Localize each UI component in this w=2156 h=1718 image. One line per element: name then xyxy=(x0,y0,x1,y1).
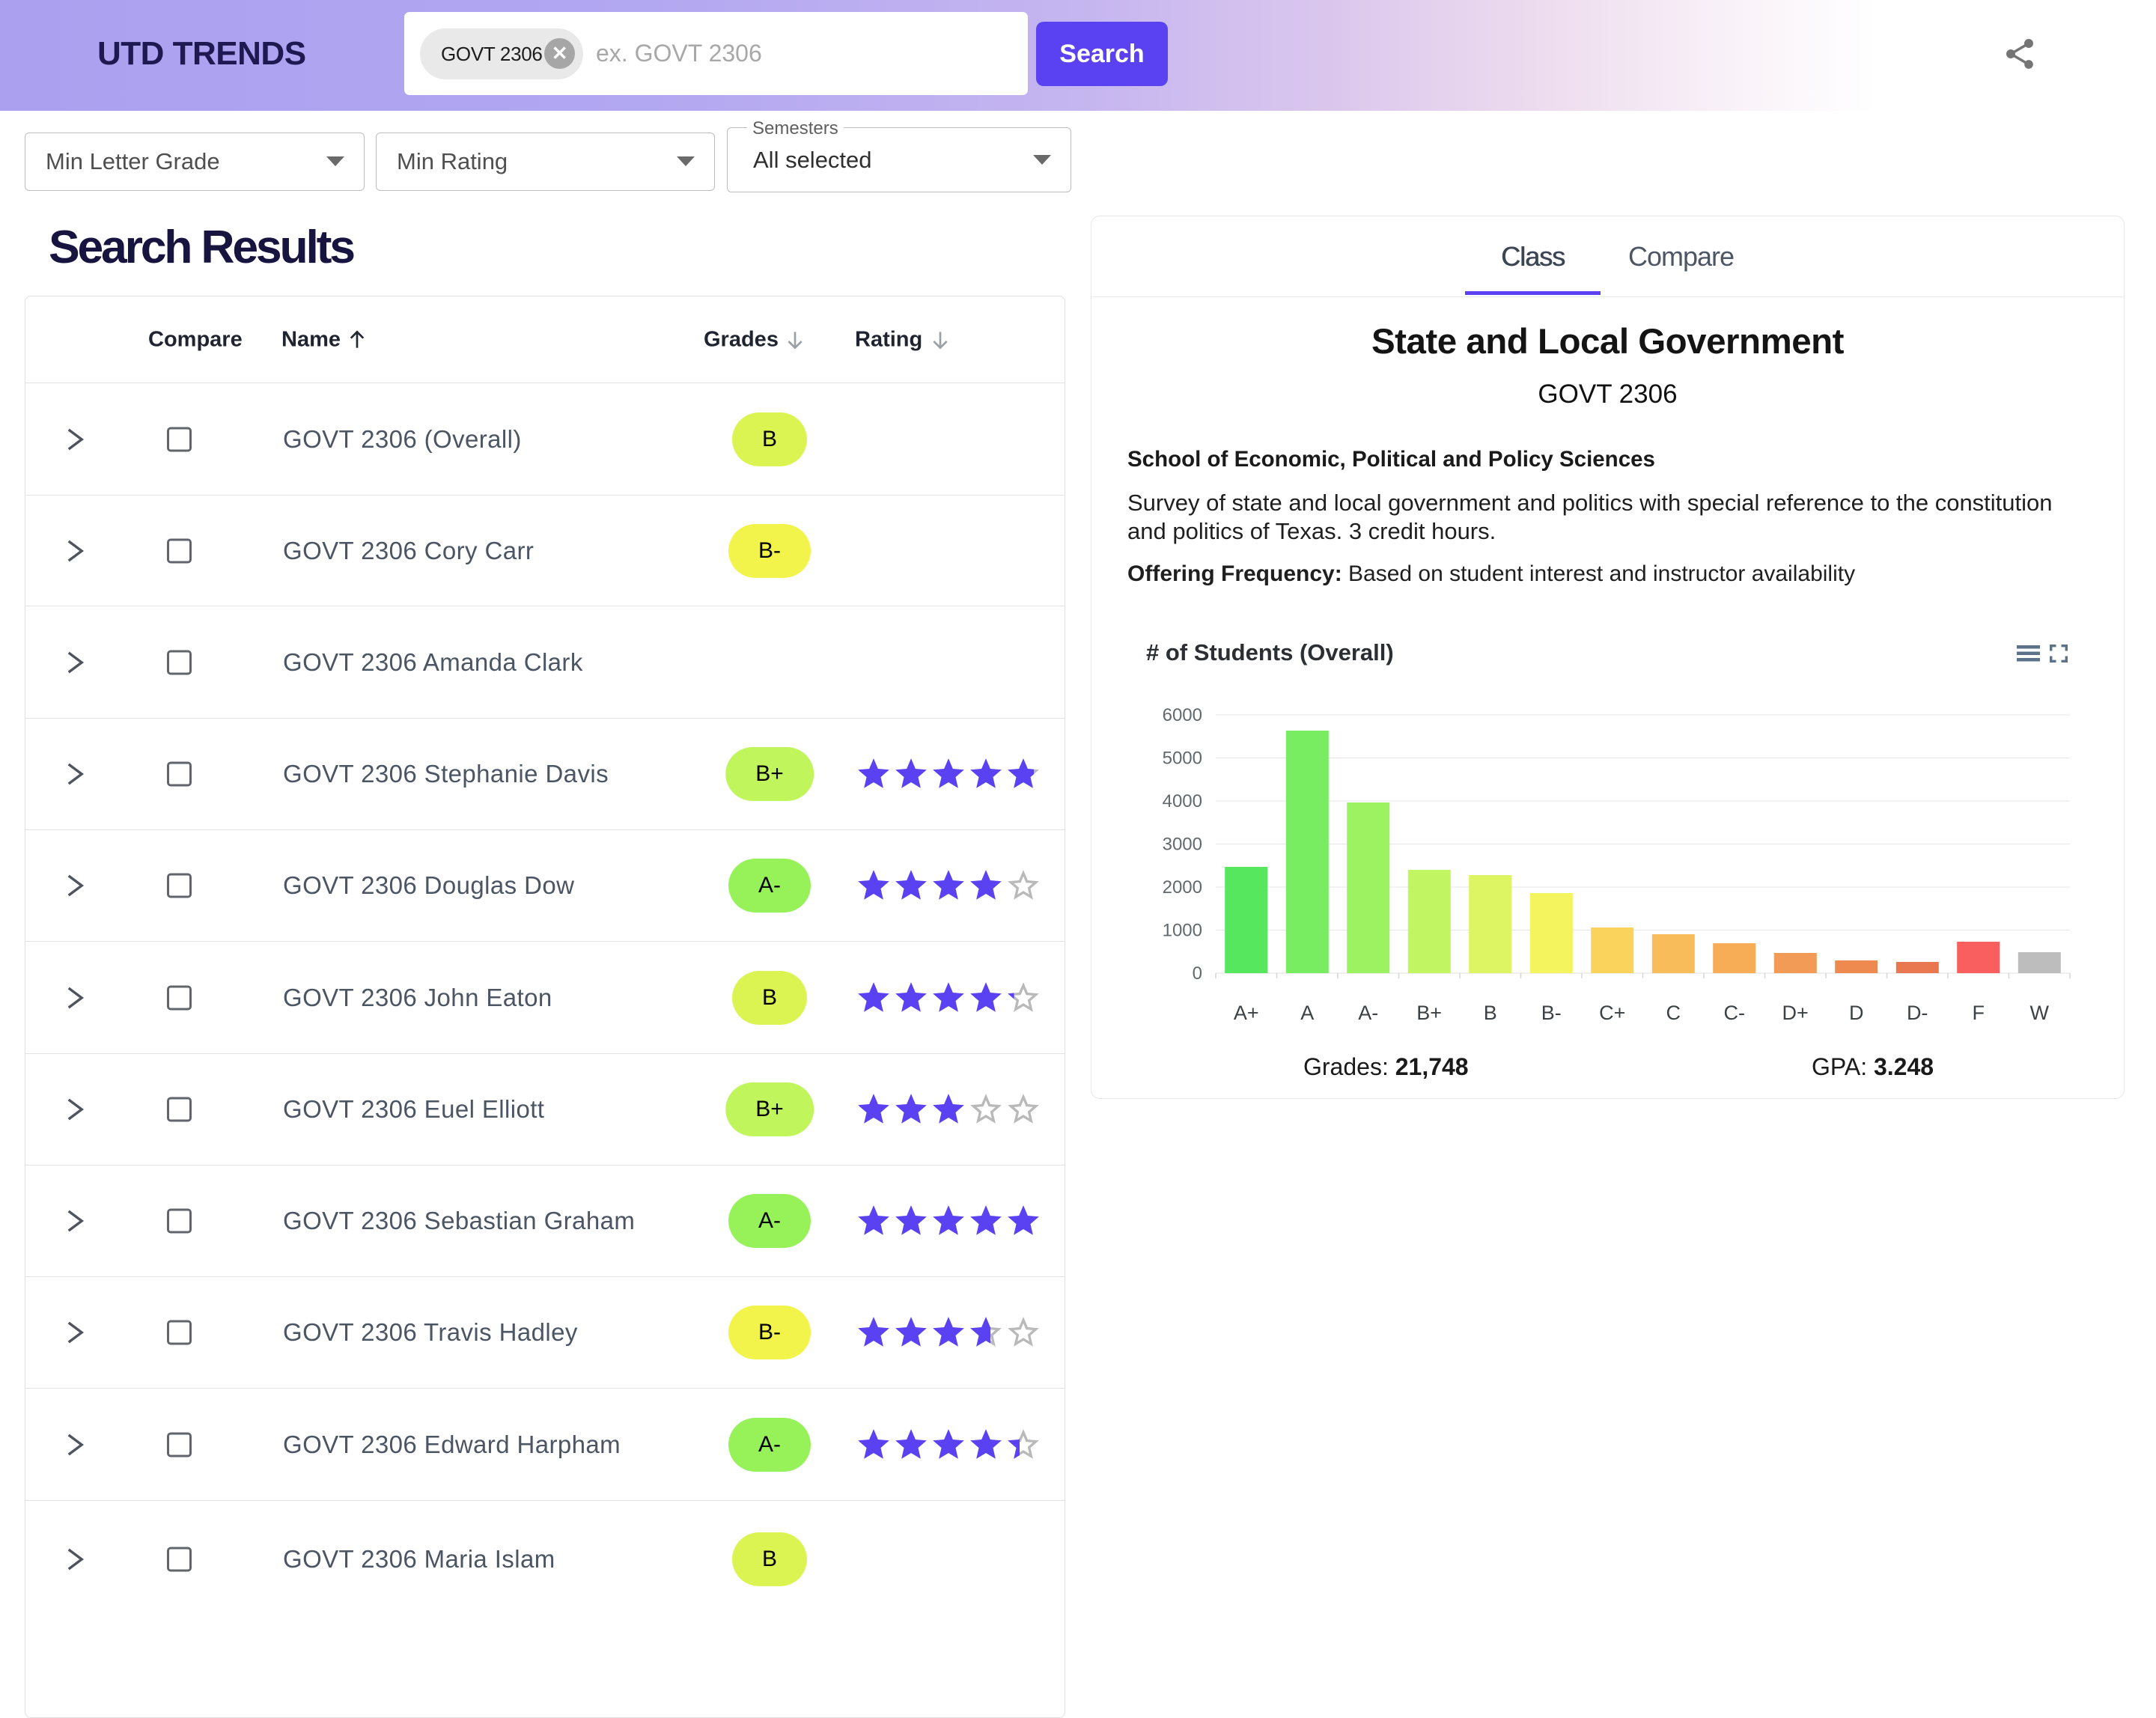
svg-text:C+: C+ xyxy=(1599,1002,1625,1024)
svg-text:B-: B- xyxy=(1541,1002,1562,1024)
svg-text:A-: A- xyxy=(1358,1002,1378,1024)
svg-text:4000: 4000 xyxy=(1163,791,1202,811)
svg-text:D-: D- xyxy=(1907,1002,1928,1024)
svg-text:D+: D+ xyxy=(1782,1002,1809,1024)
svg-text:D: D xyxy=(1849,1002,1864,1024)
svg-text:A: A xyxy=(1300,1002,1314,1024)
svg-text:W: W xyxy=(2029,1002,2049,1024)
svg-text:0: 0 xyxy=(1193,963,1202,984)
svg-text:B: B xyxy=(1484,1002,1497,1024)
svg-text:2000: 2000 xyxy=(1163,877,1202,898)
svg-text:A+: A+ xyxy=(1234,1002,1259,1024)
svg-text:C: C xyxy=(1666,1002,1681,1024)
svg-text:1000: 1000 xyxy=(1163,921,1202,941)
svg-text:3000: 3000 xyxy=(1163,835,1202,855)
svg-text:B+: B+ xyxy=(1416,1002,1442,1024)
svg-text:5000: 5000 xyxy=(1163,749,1202,769)
svg-text:C-: C- xyxy=(1724,1002,1746,1024)
svg-text:F: F xyxy=(1973,1002,1985,1024)
svg-text:6000: 6000 xyxy=(1163,705,1202,725)
